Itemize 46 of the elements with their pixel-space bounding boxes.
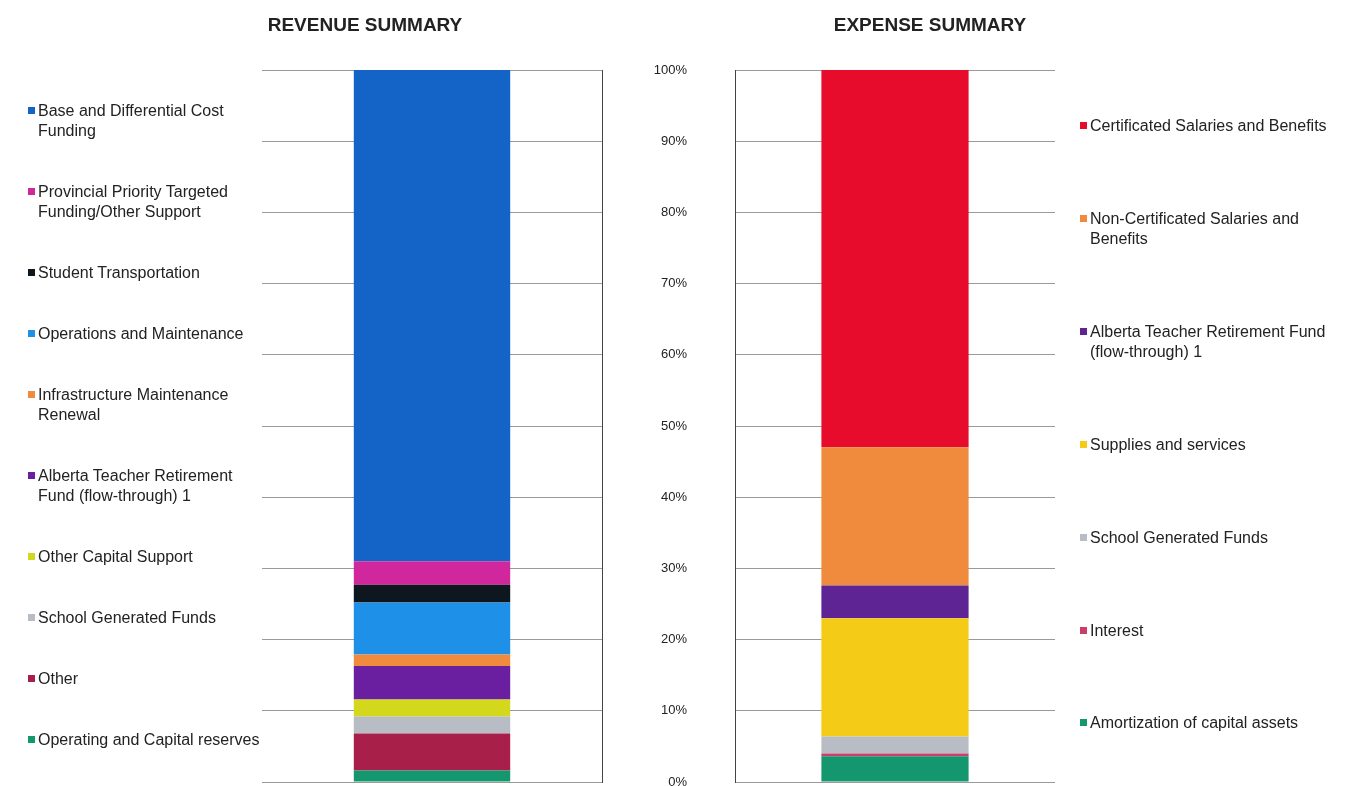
legend-label: Non-Certificated Salaries and Benefits xyxy=(1090,209,1300,250)
y-tick-label: 10% xyxy=(660,702,688,718)
bar xyxy=(821,70,969,448)
y-tick-label: 80% xyxy=(660,203,688,219)
legend-label: Other xyxy=(38,668,79,689)
bar xyxy=(821,585,969,619)
bar xyxy=(353,602,511,655)
chart-title: EXPENSE SUMMARY xyxy=(832,14,1028,36)
legend-label: Operating and Capital reserves xyxy=(38,729,260,750)
legend-label: Base and Differential Cost Funding xyxy=(38,100,225,141)
legend-label: Supplies and services xyxy=(1090,434,1246,455)
legend-label: Alberta Teacher Retirement Fund (flow-through) 1 xyxy=(1090,322,1327,363)
bar xyxy=(353,654,511,666)
legend-label: Interest xyxy=(1090,620,1144,641)
bar xyxy=(353,716,511,734)
bar xyxy=(353,699,511,717)
bar xyxy=(821,618,969,737)
y-tick-label: 0% xyxy=(668,773,688,786)
y-tick-label: 30% xyxy=(660,559,688,575)
y-tick-label: 40% xyxy=(660,488,688,504)
legend-label: Certificated Salaries and Benefits xyxy=(1090,116,1327,137)
bar xyxy=(353,770,511,782)
bar xyxy=(353,70,511,562)
legend-label: Amortization of capital assets xyxy=(1090,713,1299,734)
y-tick-label: 60% xyxy=(660,346,688,362)
bar xyxy=(353,665,511,700)
legend-label: School Generated Funds xyxy=(38,607,216,628)
bar xyxy=(353,584,511,603)
bar xyxy=(821,736,969,754)
chart-title: REVENUE SUMMARY xyxy=(266,14,464,36)
legend-label: Alberta Teacher Retirement Fund (flow-through) 1 xyxy=(38,465,234,506)
bar xyxy=(353,561,511,585)
y-tick-label: 100% xyxy=(653,61,688,77)
bar xyxy=(821,447,969,586)
legend-label: Student Transportation xyxy=(38,262,200,283)
bar xyxy=(821,756,969,782)
legend-label: Infrastructure Maintenance Renewal xyxy=(38,384,230,425)
y-tick-label: 90% xyxy=(660,132,688,148)
legend-label: School Generated Funds xyxy=(1090,527,1268,548)
y-tick-label: 50% xyxy=(660,417,688,433)
legend-label: Other Capital Support xyxy=(38,546,193,567)
legend-label: Operations and Maintenance xyxy=(38,323,244,344)
y-tick-label: 70% xyxy=(660,275,688,291)
y-tick-label: 20% xyxy=(660,631,688,647)
bar xyxy=(353,733,511,771)
legend-label: Provincial Priority Targeted Funding/Other Support xyxy=(38,181,229,222)
